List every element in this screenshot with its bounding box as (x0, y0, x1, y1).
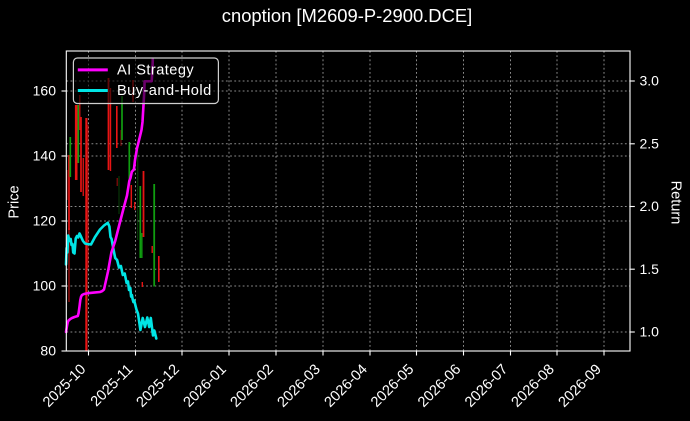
svg-text:140: 140 (33, 148, 57, 164)
svg-text:Price: Price (7, 185, 23, 218)
svg-text:80: 80 (40, 343, 56, 359)
svg-text:100: 100 (33, 278, 57, 294)
svg-text:AI Strategy: AI Strategy (117, 63, 194, 79)
svg-text:cnoption [M2609-P-2900.DCE]: cnoption [M2609-P-2900.DCE] (222, 5, 472, 26)
svg-text:3.0: 3.0 (640, 73, 660, 89)
svg-text:Buy-and-Hold: Buy-and-Hold (117, 83, 212, 99)
svg-text:1.0: 1.0 (640, 324, 660, 340)
svg-text:2.0: 2.0 (640, 198, 660, 214)
svg-text:1.5: 1.5 (640, 261, 660, 277)
svg-text:Return: Return (668, 181, 684, 225)
svg-text:160: 160 (33, 83, 57, 99)
svg-text:2.5: 2.5 (640, 136, 660, 152)
svg-text:120: 120 (33, 213, 57, 229)
